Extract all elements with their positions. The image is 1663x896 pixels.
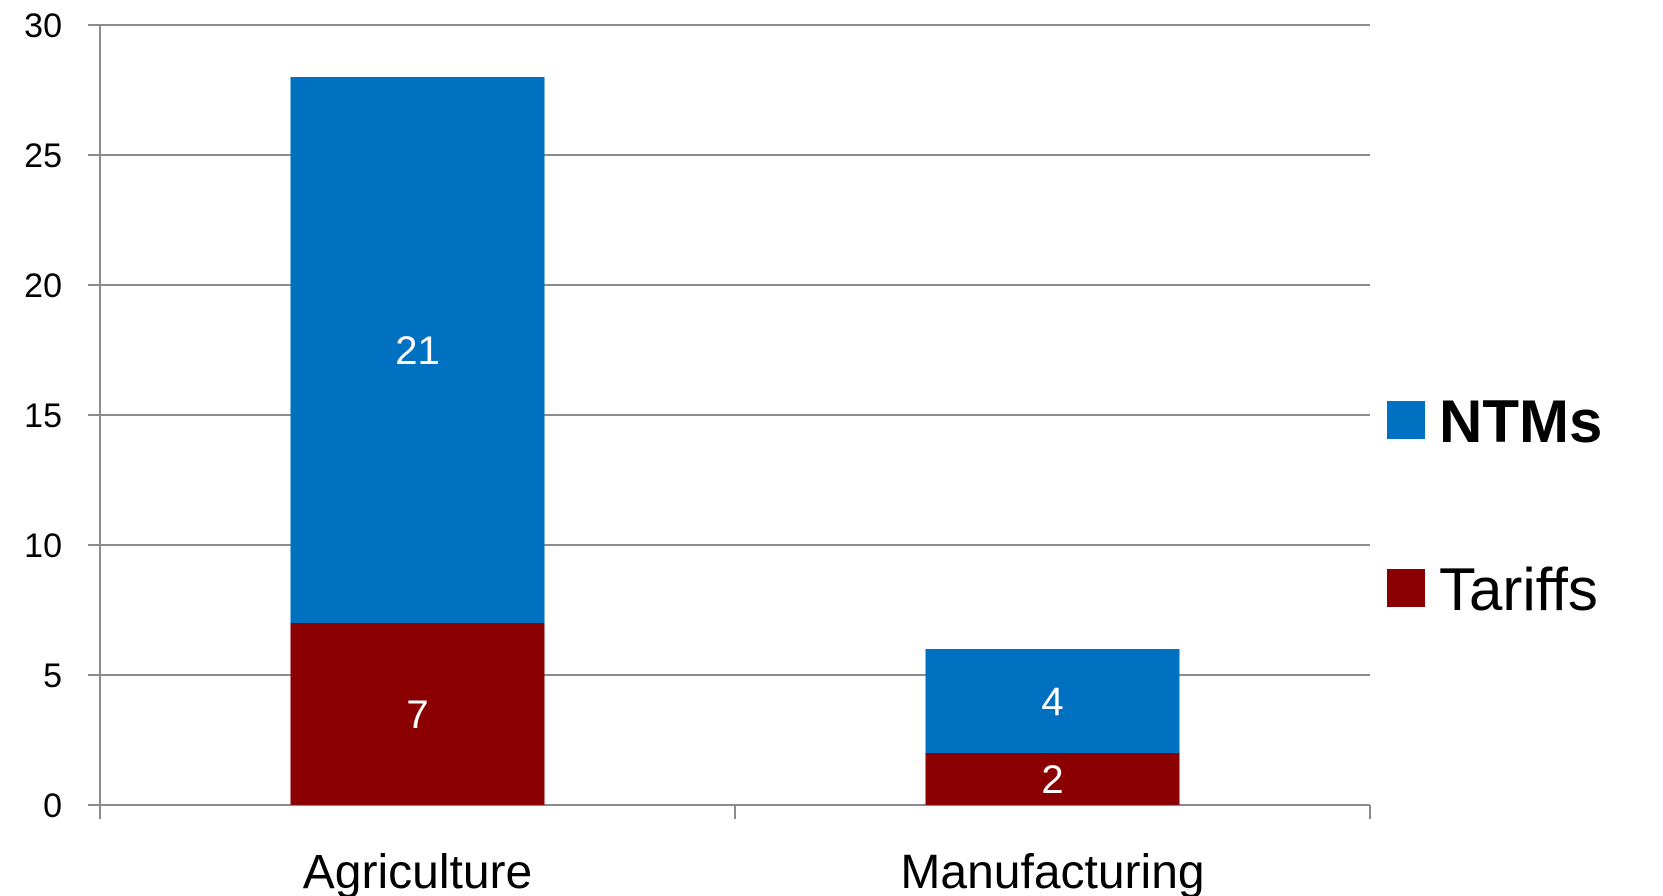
legend-swatch: [1387, 569, 1425, 607]
data-labels: 7 21 2 4: [395, 329, 1063, 802]
x-category-label: Agriculture: [303, 846, 532, 896]
bar-ntms-agriculture: [290, 77, 545, 623]
legend-label: Tariffs: [1439, 556, 1598, 623]
legend: NTMs Tariffs: [1387, 388, 1602, 623]
y-tick-label: 15: [24, 397, 62, 435]
data-label: 7: [406, 693, 428, 737]
legend-label: NTMs: [1439, 388, 1602, 455]
data-label: 2: [1041, 758, 1063, 802]
x-category-labels: Agriculture Manufacturing: [303, 846, 1205, 896]
bar-tariffs-manufacturing: [925, 753, 1180, 805]
y-tick-label: 20: [24, 267, 62, 305]
bar-ntms-manufacturing: [925, 649, 1180, 753]
data-label: 21: [395, 329, 440, 373]
legend-swatch: [1387, 401, 1425, 439]
y-tick-label: 10: [24, 527, 62, 565]
y-tick-label: 5: [43, 657, 62, 695]
y-tick-labels: 0 5 10 15 20 25 30: [24, 7, 62, 825]
y-tick-label: 25: [24, 137, 62, 175]
bar-tariffs-agriculture: [290, 623, 545, 805]
x-category-label: Manufacturing: [900, 846, 1204, 896]
data-label: 4: [1041, 680, 1063, 724]
y-tick-label: 30: [24, 7, 62, 45]
bars: [290, 77, 1180, 805]
y-tick-label: 0: [43, 787, 62, 825]
